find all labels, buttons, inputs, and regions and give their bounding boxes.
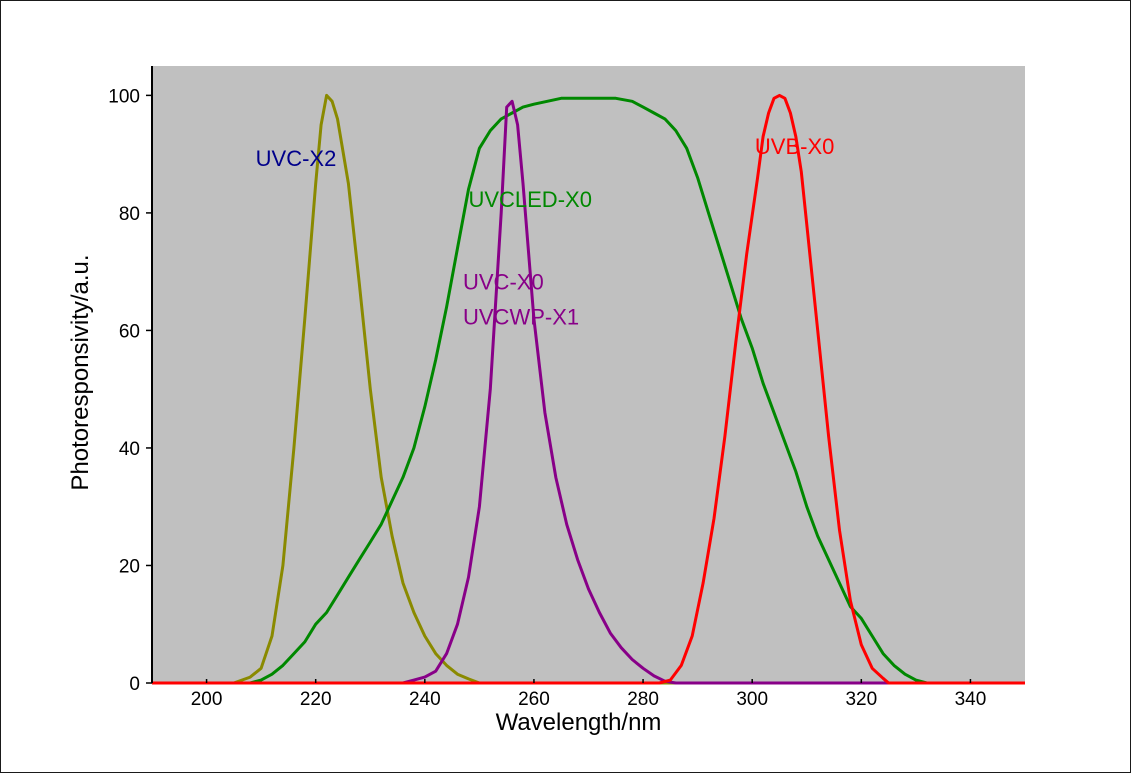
annotations-layer: UVC-X2 UVCLED-X0 UVC-X0 UVCWP-X1 UVB-X0 [256,134,835,329]
y-tick-label: 100 [108,86,140,107]
label-uvc-x2: UVC-X2 [256,146,337,171]
label-uvb-x0: UVB-X0 [755,134,834,159]
x-tick-label: 220 [300,689,332,710]
x-tick-label: 280 [627,689,659,710]
y-tick-label: 60 [119,321,140,342]
y-tick-label: 0 [129,674,140,695]
series-line-uvb-x0 [152,93,1025,685]
y-tick-label: 40 [119,439,140,460]
ticks-layer: 200 220 240 260 280 300 320 340 0 20 40 60 80 100 [108,86,986,710]
y-tick-label: 20 [119,556,140,577]
label-uvc-x0: UVC-X0 [463,269,544,294]
y-axis-title: Photoresponsivity/a.u. [67,254,94,490]
x-tick-label: 240 [409,689,441,710]
series-line-uvc-x0 [152,99,1025,685]
x-axis-title: Wavelength/nm [496,709,662,736]
x-tick-label: 340 [955,689,987,710]
x-tick-label: 200 [191,689,223,710]
series-line-uvcled-x0 [152,96,1025,685]
x-tick-label: 260 [518,689,550,710]
label-uvcled-x0: UVCLED-X0 [468,187,591,212]
x-tick-label: 320 [845,689,877,710]
y-tick-label: 80 [119,204,140,225]
plot-area [152,66,1025,683]
label-uvcwp-x1: UVCWP-X1 [463,305,579,330]
series-layer [152,93,1025,685]
x-tick-label: 300 [736,689,768,710]
